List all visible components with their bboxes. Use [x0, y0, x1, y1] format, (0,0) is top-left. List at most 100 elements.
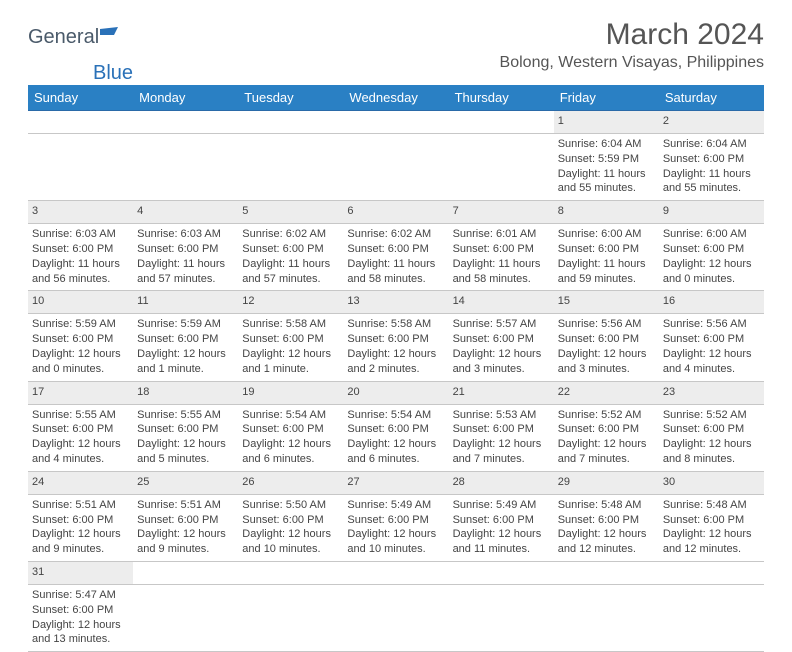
day-number-cell: 11 [133, 291, 238, 314]
day-detail-cell: Sunrise: 5:52 AM Sunset: 6:00 PM Dayligh… [659, 404, 764, 471]
day-detail-cell: Sunrise: 5:53 AM Sunset: 6:00 PM Dayligh… [449, 404, 554, 471]
day-number-cell [449, 562, 554, 585]
day-detail-cell [659, 584, 764, 651]
day-number-cell: 4 [133, 201, 238, 224]
month-title: March 2024 [500, 18, 764, 52]
calendar-table: Sunday Monday Tuesday Wednesday Thursday… [28, 85, 764, 652]
day-number-cell [238, 111, 343, 134]
day-number-row: 12 [28, 111, 764, 134]
day-detail-cell: Sunrise: 5:55 AM Sunset: 6:00 PM Dayligh… [133, 404, 238, 471]
day-detail-cell: Sunrise: 5:49 AM Sunset: 6:00 PM Dayligh… [449, 494, 554, 561]
day-number-cell: 8 [554, 201, 659, 224]
day-number-cell: 24 [28, 471, 133, 494]
day-number-cell: 6 [343, 201, 448, 224]
day-detail-cell [238, 584, 343, 651]
day-number-cell: 21 [449, 381, 554, 404]
day-detail-cell: Sunrise: 5:54 AM Sunset: 6:00 PM Dayligh… [343, 404, 448, 471]
day-number-cell [343, 562, 448, 585]
day-number-cell: 3 [28, 201, 133, 224]
weekday-header: Friday [554, 85, 659, 111]
day-detail-row: Sunrise: 5:55 AM Sunset: 6:00 PM Dayligh… [28, 404, 764, 471]
day-detail-cell [343, 133, 448, 200]
day-detail-cell [449, 133, 554, 200]
day-number-cell: 23 [659, 381, 764, 404]
day-detail-cell: Sunrise: 5:48 AM Sunset: 6:00 PM Dayligh… [554, 494, 659, 561]
day-number-cell: 30 [659, 471, 764, 494]
day-number-cell: 29 [554, 471, 659, 494]
day-detail-cell: Sunrise: 5:52 AM Sunset: 6:00 PM Dayligh… [554, 404, 659, 471]
day-number-cell [133, 562, 238, 585]
weekday-header: Thursday [449, 85, 554, 111]
weekday-header: Wednesday [343, 85, 448, 111]
day-detail-cell: Sunrise: 5:58 AM Sunset: 6:00 PM Dayligh… [238, 314, 343, 381]
day-detail-cell: Sunrise: 6:00 AM Sunset: 6:00 PM Dayligh… [659, 224, 764, 291]
day-detail-cell: Sunrise: 5:51 AM Sunset: 6:00 PM Dayligh… [133, 494, 238, 561]
day-number-cell: 5 [238, 201, 343, 224]
day-detail-cell: Sunrise: 6:01 AM Sunset: 6:00 PM Dayligh… [449, 224, 554, 291]
weekday-header-row: Sunday Monday Tuesday Wednesday Thursday… [28, 85, 764, 111]
day-number-row: 24252627282930 [28, 471, 764, 494]
day-number-row: 17181920212223 [28, 381, 764, 404]
day-detail-cell: Sunrise: 6:03 AM Sunset: 6:00 PM Dayligh… [133, 224, 238, 291]
day-number-cell: 17 [28, 381, 133, 404]
day-detail-cell: Sunrise: 5:54 AM Sunset: 6:00 PM Dayligh… [238, 404, 343, 471]
day-number-cell: 1 [554, 111, 659, 134]
day-number-cell: 20 [343, 381, 448, 404]
day-detail-row: Sunrise: 5:51 AM Sunset: 6:00 PM Dayligh… [28, 494, 764, 561]
day-number-cell: 26 [238, 471, 343, 494]
day-detail-cell: Sunrise: 5:51 AM Sunset: 6:00 PM Dayligh… [28, 494, 133, 561]
day-detail-cell: Sunrise: 5:50 AM Sunset: 6:00 PM Dayligh… [238, 494, 343, 561]
day-detail-cell: Sunrise: 5:59 AM Sunset: 6:00 PM Dayligh… [133, 314, 238, 381]
day-detail-cell [28, 133, 133, 200]
logo-text-general: General [28, 26, 99, 49]
day-number-row: 31 [28, 562, 764, 585]
day-number-cell [343, 111, 448, 134]
day-detail-row: Sunrise: 6:03 AM Sunset: 6:00 PM Dayligh… [28, 224, 764, 291]
day-detail-cell: Sunrise: 6:00 AM Sunset: 6:00 PM Dayligh… [554, 224, 659, 291]
day-number-cell: 2 [659, 111, 764, 134]
day-number-cell: 22 [554, 381, 659, 404]
day-detail-cell [554, 584, 659, 651]
weekday-header: Monday [133, 85, 238, 111]
day-number-cell: 27 [343, 471, 448, 494]
day-number-cell [554, 562, 659, 585]
day-detail-cell [343, 584, 448, 651]
logo: General [28, 18, 124, 49]
calendar-body: 12Sunrise: 6:04 AM Sunset: 5:59 PM Dayli… [28, 111, 764, 652]
weekday-header: Tuesday [238, 85, 343, 111]
weekday-header: Sunday [28, 85, 133, 111]
day-detail-cell: Sunrise: 5:56 AM Sunset: 6:00 PM Dayligh… [554, 314, 659, 381]
day-detail-cell: Sunrise: 6:04 AM Sunset: 6:00 PM Dayligh… [659, 133, 764, 200]
day-detail-cell: Sunrise: 6:04 AM Sunset: 5:59 PM Dayligh… [554, 133, 659, 200]
day-detail-cell: Sunrise: 5:49 AM Sunset: 6:00 PM Dayligh… [343, 494, 448, 561]
day-detail-cell: Sunrise: 5:58 AM Sunset: 6:00 PM Dayligh… [343, 314, 448, 381]
day-number-row: 10111213141516 [28, 291, 764, 314]
logo-text-blue: Blue [93, 62, 792, 85]
day-detail-cell [133, 133, 238, 200]
day-number-row: 3456789 [28, 201, 764, 224]
day-detail-row: Sunrise: 6:04 AM Sunset: 5:59 PM Dayligh… [28, 133, 764, 200]
day-detail-cell: Sunrise: 5:47 AM Sunset: 6:00 PM Dayligh… [28, 584, 133, 651]
day-detail-row: Sunrise: 5:59 AM Sunset: 6:00 PM Dayligh… [28, 314, 764, 381]
day-detail-cell: Sunrise: 6:02 AM Sunset: 6:00 PM Dayligh… [343, 224, 448, 291]
day-detail-cell: Sunrise: 5:48 AM Sunset: 6:00 PM Dayligh… [659, 494, 764, 561]
day-number-cell [238, 562, 343, 585]
day-number-cell: 13 [343, 291, 448, 314]
day-number-cell [659, 562, 764, 585]
day-detail-cell: Sunrise: 5:59 AM Sunset: 6:00 PM Dayligh… [28, 314, 133, 381]
day-number-cell [449, 111, 554, 134]
day-detail-cell: Sunrise: 5:57 AM Sunset: 6:00 PM Dayligh… [449, 314, 554, 381]
day-detail-cell: Sunrise: 5:56 AM Sunset: 6:00 PM Dayligh… [659, 314, 764, 381]
day-detail-cell: Sunrise: 6:03 AM Sunset: 6:00 PM Dayligh… [28, 224, 133, 291]
day-detail-row: Sunrise: 5:47 AM Sunset: 6:00 PM Dayligh… [28, 584, 764, 651]
day-number-cell: 18 [133, 381, 238, 404]
day-number-cell: 9 [659, 201, 764, 224]
day-detail-cell [238, 133, 343, 200]
day-number-cell: 14 [449, 291, 554, 314]
day-number-cell: 19 [238, 381, 343, 404]
logo-flag-icon [100, 26, 122, 49]
day-number-cell: 15 [554, 291, 659, 314]
day-number-cell: 31 [28, 562, 133, 585]
weekday-header: Saturday [659, 85, 764, 111]
day-number-cell: 28 [449, 471, 554, 494]
